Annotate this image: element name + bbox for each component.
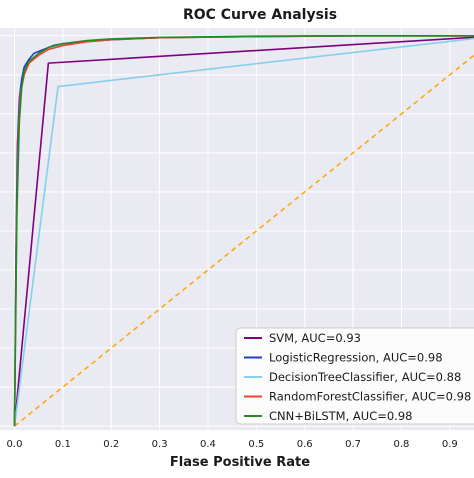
- series-line-0: [13, 36, 474, 427]
- legend-entry-3: RandomForestClassifier, AUC=0.98: [269, 390, 471, 404]
- x-axis-label: Flase Positive Rate: [170, 455, 310, 470]
- legend-box: [235, 327, 474, 425]
- baseline-diagonal-line: [14, 54, 474, 427]
- series-line-2: [13, 37, 474, 427]
- legend-entry-2: DecisionTreeClassifier, AUC=0.88: [269, 370, 461, 384]
- x-tick-label: 0.9: [442, 439, 458, 450]
- legend-entry-0: SVM, AUC=0.93: [269, 331, 361, 345]
- x-tick-label: 0.3: [152, 439, 168, 450]
- legend-entry-4: CNN+BiLSTM, AUC=0.98: [269, 409, 412, 423]
- x-tick-label: 0.8: [393, 439, 409, 450]
- x-tick-label: 0.2: [103, 439, 119, 450]
- chart-title: ROC Curve Analysis: [183, 7, 337, 23]
- x-tick-label: 0.6: [297, 439, 313, 450]
- legend-entry-1: LogisticRegression, AUC=0.98: [269, 351, 443, 365]
- x-tick-label: 0.4: [200, 439, 216, 450]
- series-line-4: [13, 35, 474, 427]
- x-tick-label: 0.1: [55, 439, 71, 450]
- x-tick-label: 0.7: [345, 439, 361, 450]
- x-tick-label: 0.0: [7, 439, 23, 450]
- x-tick-label: 0.5: [248, 439, 264, 450]
